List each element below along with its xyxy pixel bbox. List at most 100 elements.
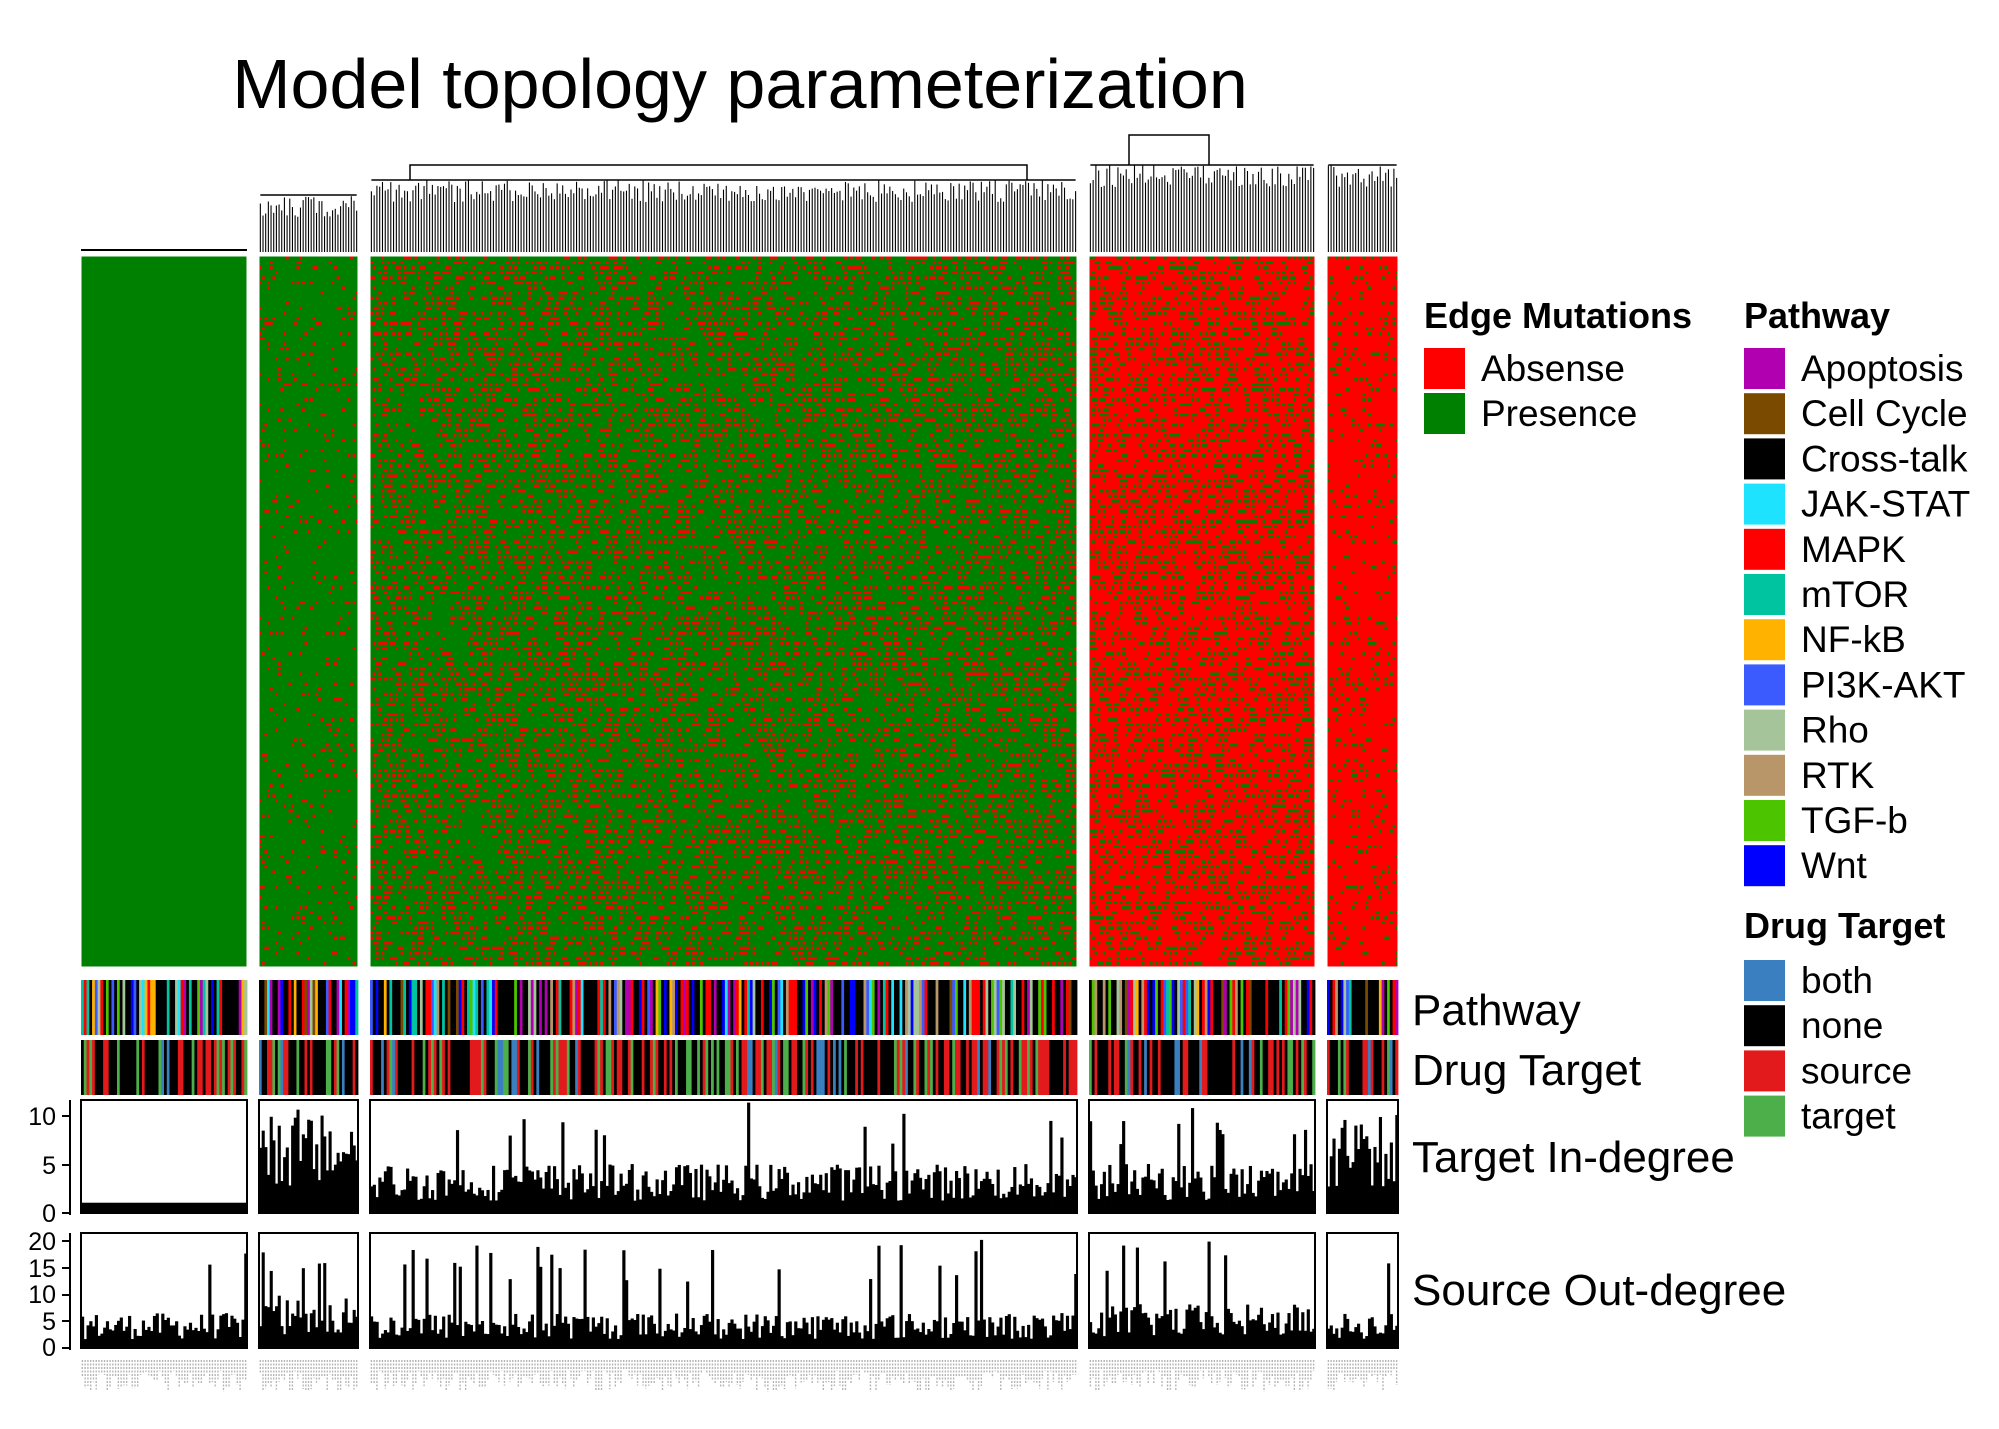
heatmap-cell <box>896 362 900 366</box>
heatmap-cell <box>505 377 509 381</box>
heatmap-cell <box>491 459 496 462</box>
heatmap-cell <box>993 403 997 407</box>
heatmap-cell <box>747 311 751 315</box>
heatmap-cell <box>511 489 515 493</box>
heatmap-cell <box>392 281 396 285</box>
heatmap-cell <box>647 540 651 544</box>
heatmap-cell <box>569 367 573 371</box>
heatmap-cell <box>569 469 573 473</box>
heatmap-cell <box>1038 443 1042 447</box>
heatmap-cell <box>533 271 537 275</box>
heatmap-cell <box>652 382 656 386</box>
heatmap-cell <box>844 377 848 381</box>
heatmap-cell <box>835 448 839 452</box>
heatmap-cell <box>1002 266 1006 269</box>
heatmap-cell <box>489 372 493 376</box>
heatmap-cell <box>293 738 297 742</box>
heatmap-cell <box>905 256 909 259</box>
heatmap-cell <box>1010 469 1014 473</box>
heatmap-cell <box>611 296 615 300</box>
heatmap-cell <box>752 464 756 468</box>
heatmap-cell <box>691 504 695 508</box>
heatmap-cell <box>955 347 959 351</box>
heatmap-cell <box>1063 327 1067 330</box>
heatmap-cell <box>1057 347 1061 351</box>
heatmap-cell <box>572 520 576 523</box>
heatmap-cell <box>930 357 934 361</box>
heatmap-cell <box>561 266 565 269</box>
heatmap-cell <box>1004 494 1008 498</box>
heatmap-cell <box>301 692 305 696</box>
heatmap-cell <box>905 316 909 320</box>
heatmap-cell <box>844 276 848 280</box>
heatmap-cell <box>985 454 989 457</box>
heatmap-cell <box>307 936 311 940</box>
heatmap-cell <box>533 499 537 503</box>
heatmap-cell <box>558 408 562 412</box>
heatmap-cell <box>838 479 842 483</box>
heatmap-cell <box>619 347 623 351</box>
heatmap-cell <box>772 433 776 437</box>
heatmap-cell <box>304 641 308 645</box>
heatmap-cell <box>547 327 551 330</box>
heatmap-cell <box>783 261 787 264</box>
heatmap-cell <box>752 377 756 381</box>
heatmap-cell <box>464 261 468 264</box>
heatmap-cell <box>916 448 920 452</box>
heatmap-cell <box>719 342 723 346</box>
heatmap-cell <box>1004 311 1008 315</box>
heatmap-cell <box>259 332 262 335</box>
heatmap-cell <box>478 423 482 427</box>
heatmap-cell <box>1032 281 1036 285</box>
heatmap-cell <box>796 433 801 437</box>
heatmap-cell <box>672 525 676 528</box>
heatmap-cell <box>650 484 654 488</box>
heatmap-cell <box>428 474 432 478</box>
heatmap-cell <box>577 499 582 503</box>
heatmap-cell <box>486 271 490 275</box>
heatmap-cell <box>1071 367 1075 371</box>
heatmap-cell <box>735 256 740 259</box>
heatmap-cell <box>323 459 327 462</box>
heatmap-cell <box>288 819 292 823</box>
heatmap-cell <box>436 504 440 508</box>
heatmap-cell <box>683 484 687 488</box>
heatmap-cell <box>497 337 501 341</box>
heatmap-cell <box>741 540 745 544</box>
heatmap-cell <box>1027 327 1031 330</box>
heatmap-cell <box>431 469 435 473</box>
heatmap-cell <box>299 454 303 457</box>
heatmap-cell <box>844 423 848 427</box>
heatmap-cell <box>536 342 540 346</box>
heatmap-cell <box>849 266 853 269</box>
heatmap-cell <box>558 291 562 295</box>
heatmap-cell <box>455 428 460 432</box>
heatmap-cell <box>447 479 451 483</box>
heatmap-cell <box>702 484 706 488</box>
heatmap-cell <box>988 428 992 432</box>
heatmap-cell <box>575 520 579 523</box>
heatmap-cell <box>913 388 917 391</box>
heatmap-cell <box>544 484 548 488</box>
heatmap-cell <box>403 276 407 280</box>
heatmap-cell <box>808 479 812 483</box>
heatmap-cell <box>747 291 751 295</box>
heatmap-cell <box>406 448 410 452</box>
heatmap-cell <box>283 448 287 452</box>
heatmap-cell <box>403 291 407 295</box>
heatmap-cell <box>918 464 923 468</box>
heatmap-cell <box>880 403 884 407</box>
heatmap-cell <box>752 306 756 310</box>
heatmap-cell <box>508 398 512 401</box>
heatmap-cell <box>935 423 939 427</box>
heatmap-cell <box>888 408 892 412</box>
heatmap-cell <box>541 372 545 376</box>
heatmap-cell <box>650 327 654 330</box>
heatmap-cell <box>894 403 898 407</box>
heatmap-cell <box>514 382 518 386</box>
heatmap-cell <box>333 890 337 894</box>
heatmap-cell <box>930 372 934 376</box>
heatmap-cell <box>772 276 776 280</box>
heatmap-cell <box>1016 474 1020 478</box>
heatmap-cell <box>480 515 484 518</box>
